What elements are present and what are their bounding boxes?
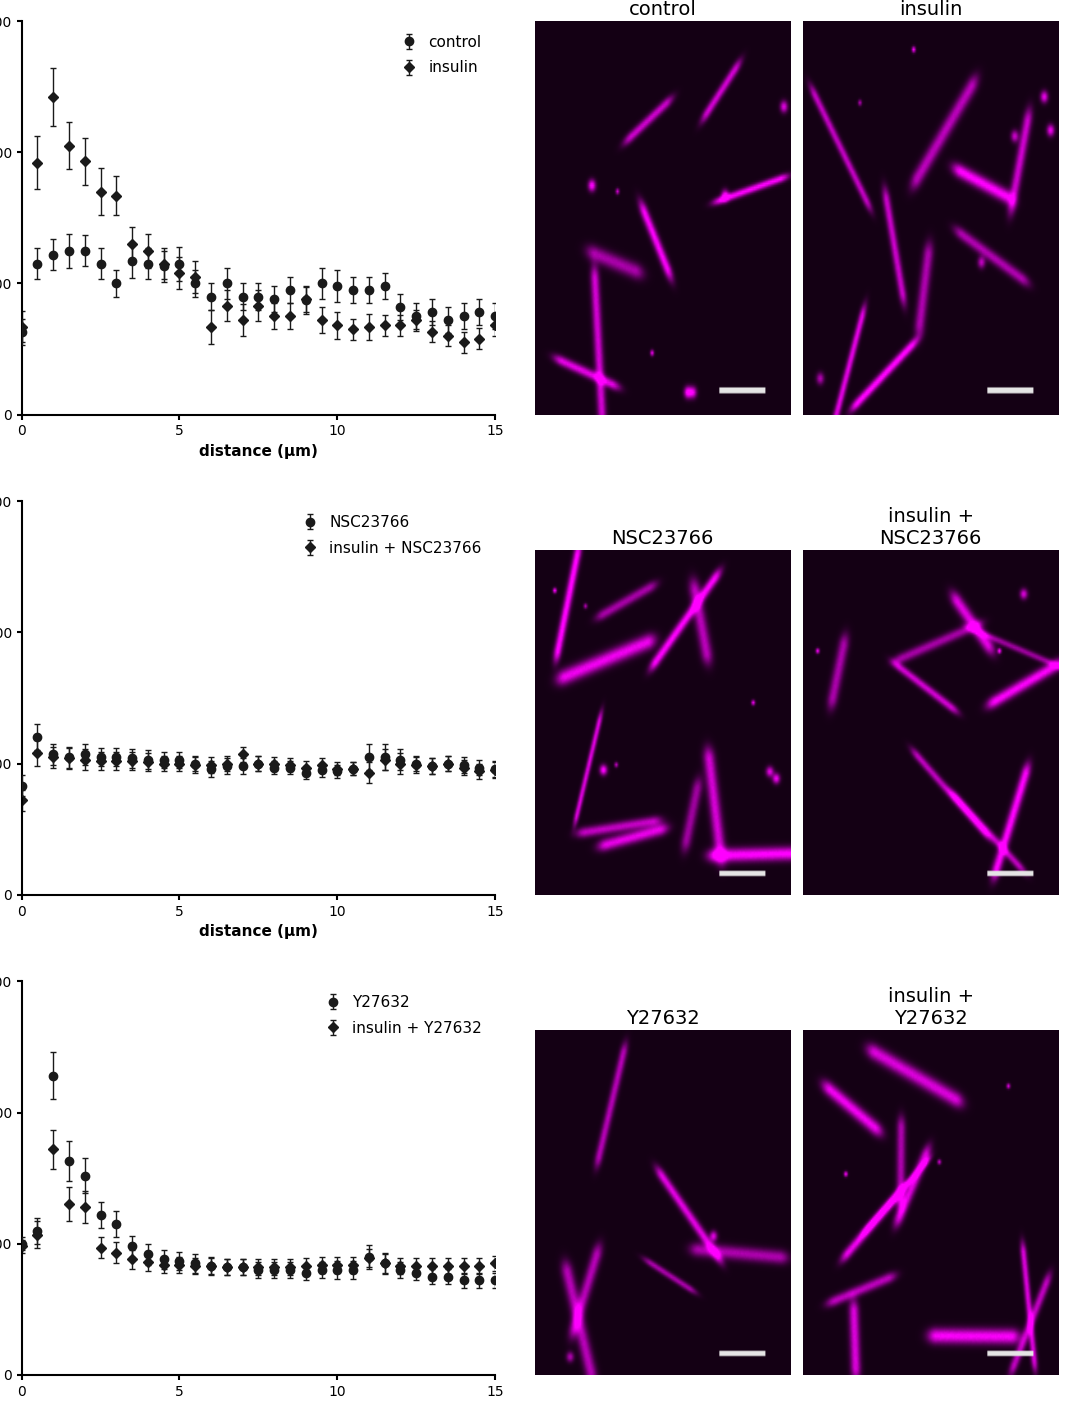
Legend: Y27632, insulin + Y27632: Y27632, insulin + Y27632 [315,989,487,1042]
Legend: NSC23766, insulin + NSC23766: NSC23766, insulin + NSC23766 [293,509,487,561]
Title: insulin: insulin [899,0,962,20]
X-axis label: distance (μm): distance (μm) [199,925,318,939]
X-axis label: distance (μm): distance (μm) [199,443,318,459]
Text: Y27632: Y27632 [625,1009,700,1028]
Text: insulin +
Y27632: insulin + Y27632 [888,988,974,1028]
Title: control: control [629,0,697,20]
Legend: control, insulin: control, insulin [392,28,487,81]
Text: insulin +
NSC23766: insulin + NSC23766 [879,508,982,549]
Text: NSC23766: NSC23766 [611,529,714,549]
